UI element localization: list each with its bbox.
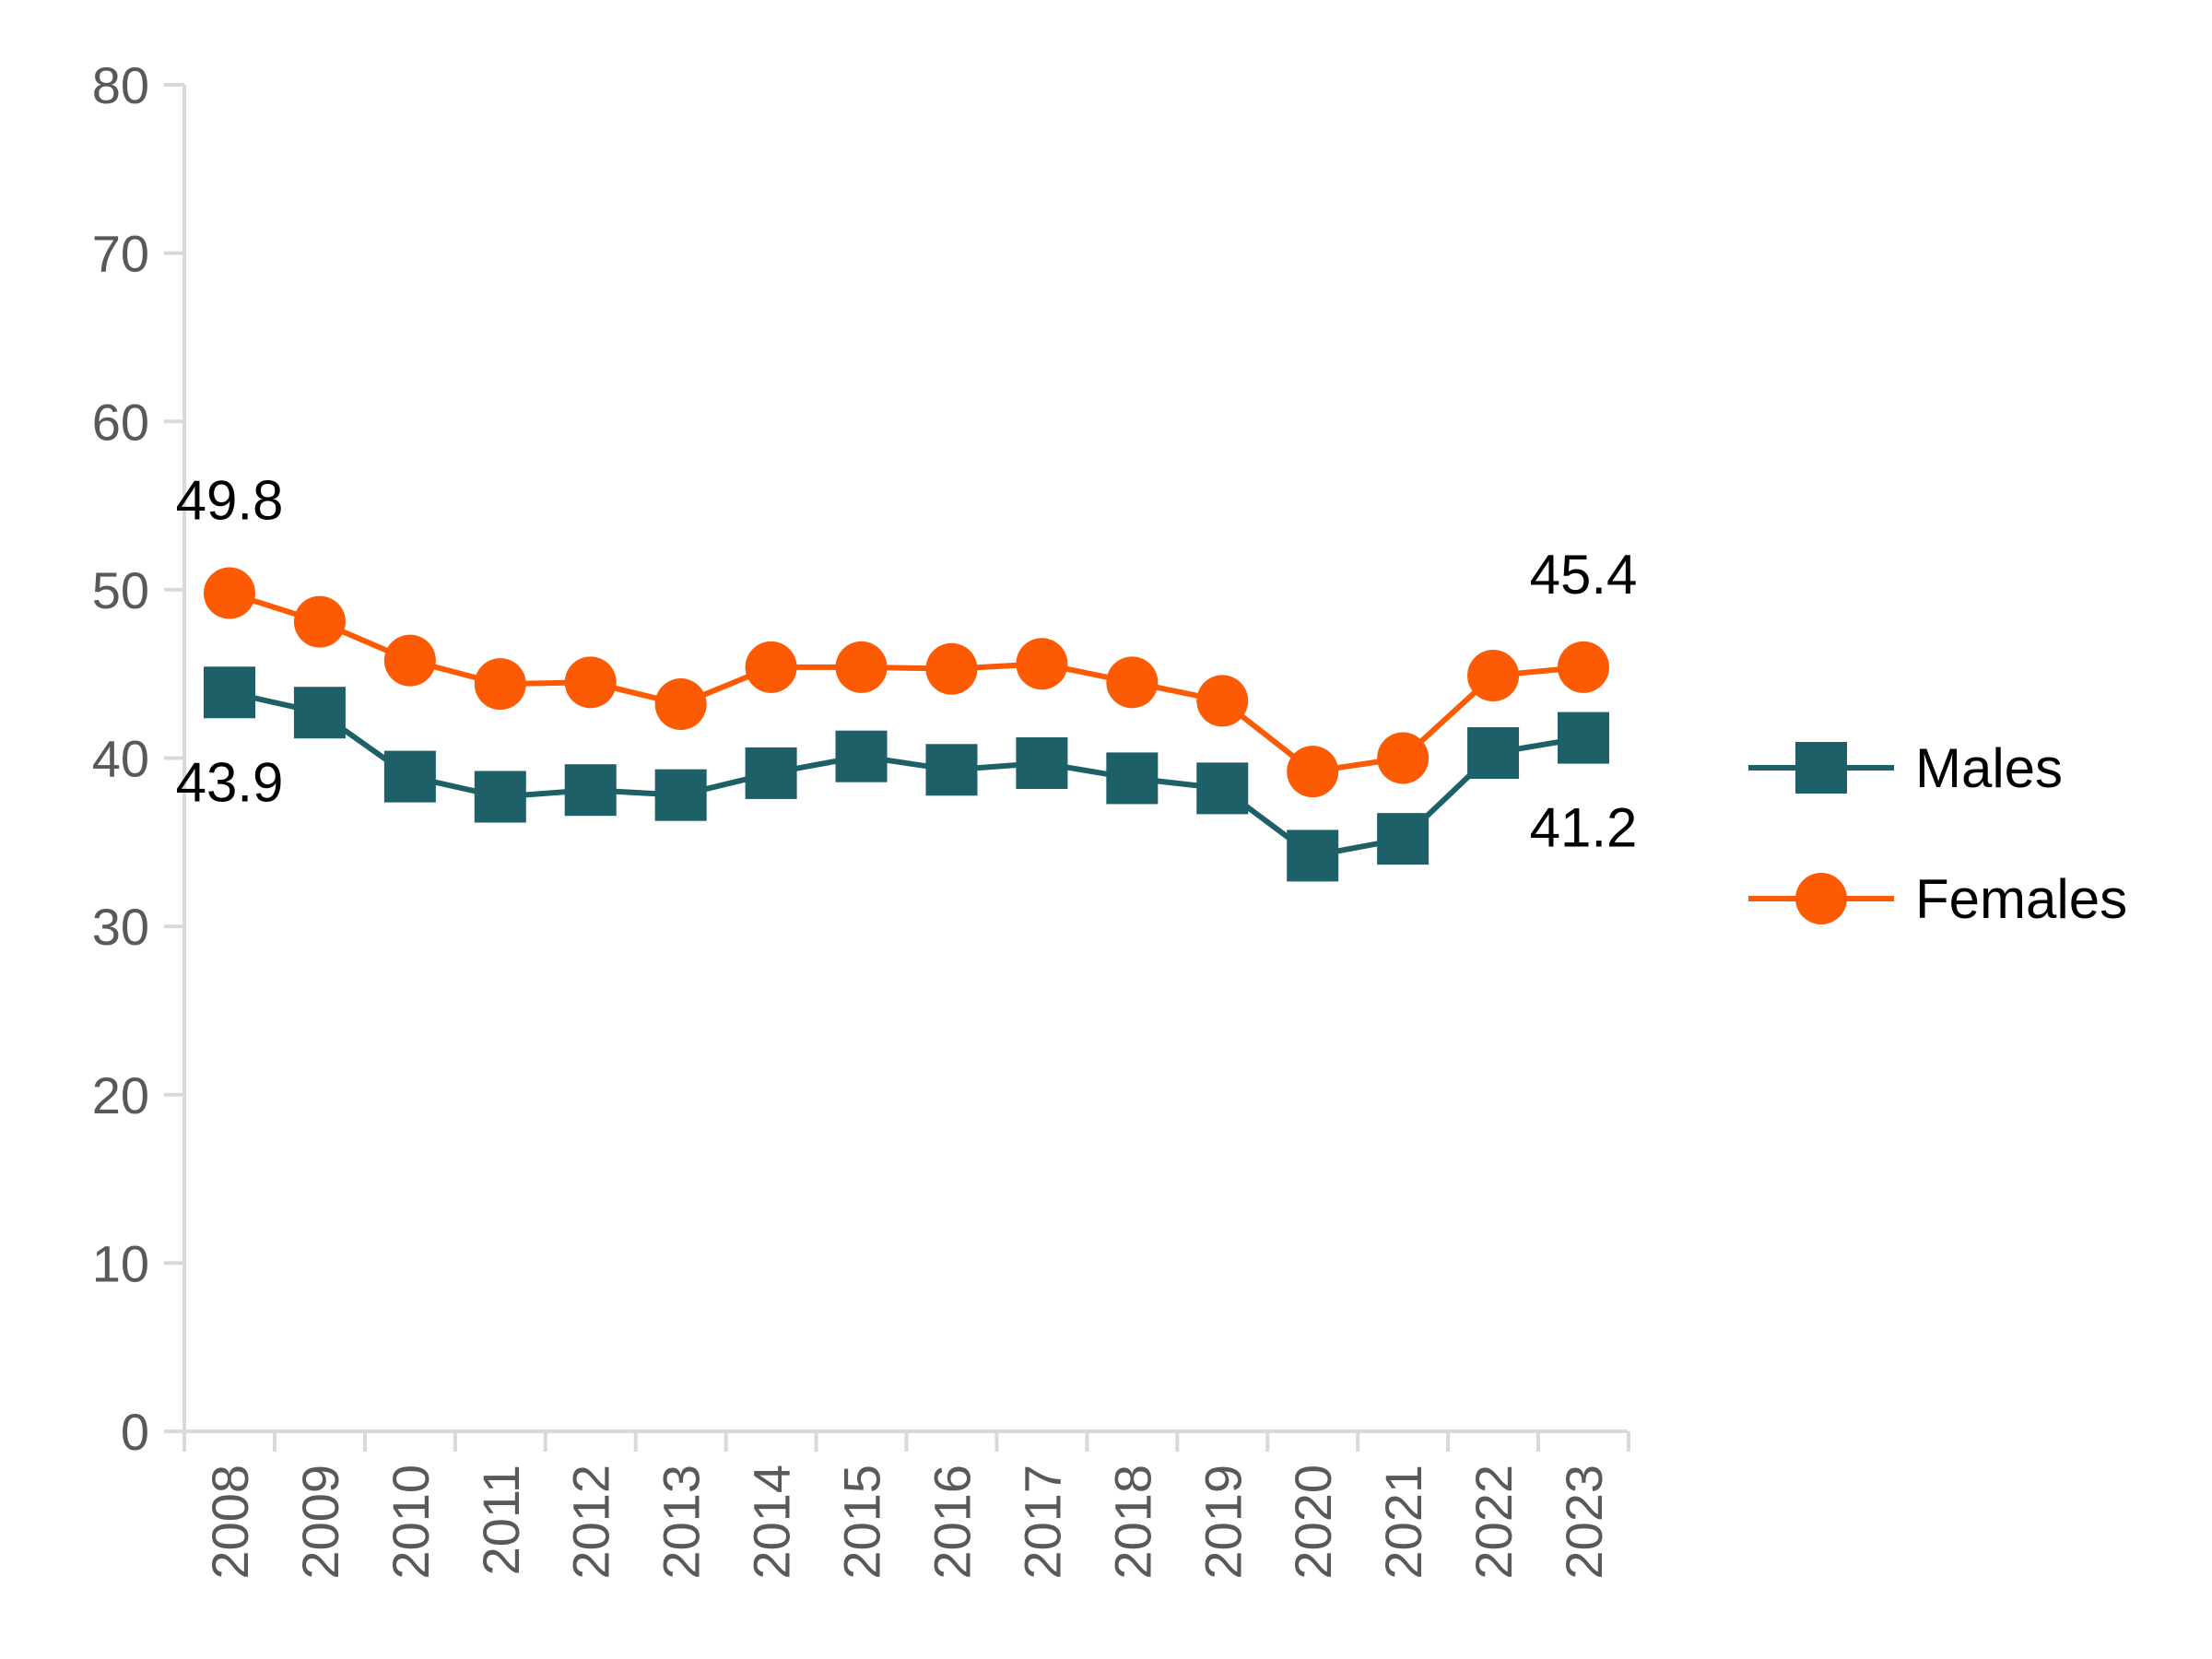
males-point bbox=[474, 771, 526, 823]
males-point bbox=[293, 687, 346, 739]
x-tick-label: 2012 bbox=[562, 1465, 620, 1580]
legend-females-marker bbox=[1795, 873, 1847, 924]
males-point bbox=[383, 750, 436, 803]
females-point bbox=[835, 641, 888, 693]
females-point bbox=[745, 641, 797, 693]
females-point bbox=[1467, 650, 1520, 702]
x-tick-label: 2015 bbox=[833, 1465, 891, 1580]
females-point bbox=[1106, 656, 1159, 709]
data-label: 41.2 bbox=[1530, 797, 1638, 859]
y-tick-label: 80 bbox=[92, 56, 149, 114]
females-point bbox=[1558, 641, 1609, 693]
data-label: 43.9 bbox=[176, 751, 284, 813]
y-tick-label: 40 bbox=[92, 730, 149, 788]
females-point bbox=[1377, 732, 1430, 784]
males-point bbox=[204, 666, 255, 719]
females-point bbox=[474, 658, 526, 711]
x-tick-label: 2022 bbox=[1465, 1465, 1523, 1580]
males-point bbox=[1467, 727, 1520, 780]
males-point bbox=[835, 730, 888, 782]
females-point bbox=[1196, 675, 1249, 727]
y-tick-label: 70 bbox=[92, 225, 149, 283]
x-tick-label: 2013 bbox=[653, 1465, 711, 1580]
females-point bbox=[383, 634, 436, 687]
males-line bbox=[229, 689, 1584, 859]
females-point bbox=[204, 567, 255, 619]
legend-males-label: Males bbox=[1915, 737, 2063, 799]
x-tick-label: 2021 bbox=[1374, 1465, 1432, 1580]
y-tick-label: 0 bbox=[121, 1403, 149, 1461]
females-line bbox=[229, 590, 1584, 775]
x-tick-label: 2019 bbox=[1194, 1465, 1252, 1580]
data-label: 49.8 bbox=[176, 470, 284, 532]
x-tick-label: 2020 bbox=[1284, 1465, 1342, 1580]
y-tick-label: 20 bbox=[92, 1066, 149, 1124]
males-point bbox=[1016, 736, 1068, 789]
females-point bbox=[925, 642, 978, 695]
males-point bbox=[1558, 712, 1609, 764]
females-point bbox=[1016, 638, 1068, 690]
females-point bbox=[1287, 746, 1339, 798]
data-label: 45.4 bbox=[1530, 544, 1638, 606]
males-point bbox=[1196, 762, 1249, 815]
y-tick-label: 50 bbox=[92, 561, 149, 619]
x-tick-label: 2011 bbox=[472, 1465, 530, 1575]
y-tick-label: 30 bbox=[92, 898, 149, 956]
y-tick-label: 60 bbox=[92, 393, 149, 451]
females-point bbox=[564, 656, 617, 709]
males-point bbox=[1106, 752, 1159, 805]
females-point bbox=[293, 595, 346, 648]
males-point bbox=[654, 769, 707, 821]
males-point bbox=[1377, 813, 1430, 865]
x-tick-label: 2018 bbox=[1103, 1465, 1161, 1580]
legend-females-label: Females bbox=[1915, 868, 2127, 930]
females-point bbox=[654, 678, 707, 731]
x-tick-label: 2014 bbox=[743, 1465, 801, 1580]
x-tick-label: 2016 bbox=[923, 1465, 981, 1580]
males-point bbox=[564, 764, 617, 817]
legend-males-marker bbox=[1795, 742, 1847, 794]
x-tick-label: 2009 bbox=[291, 1465, 349, 1580]
x-tick-label: 2017 bbox=[1013, 1465, 1071, 1580]
males-point bbox=[1287, 830, 1339, 882]
males-point bbox=[925, 744, 978, 796]
x-tick-label: 2008 bbox=[201, 1465, 259, 1580]
y-tick-label: 10 bbox=[92, 1234, 149, 1292]
x-tick-label: 2023 bbox=[1555, 1465, 1613, 1580]
x-tick-label: 2010 bbox=[382, 1465, 440, 1580]
males-point bbox=[745, 747, 797, 799]
